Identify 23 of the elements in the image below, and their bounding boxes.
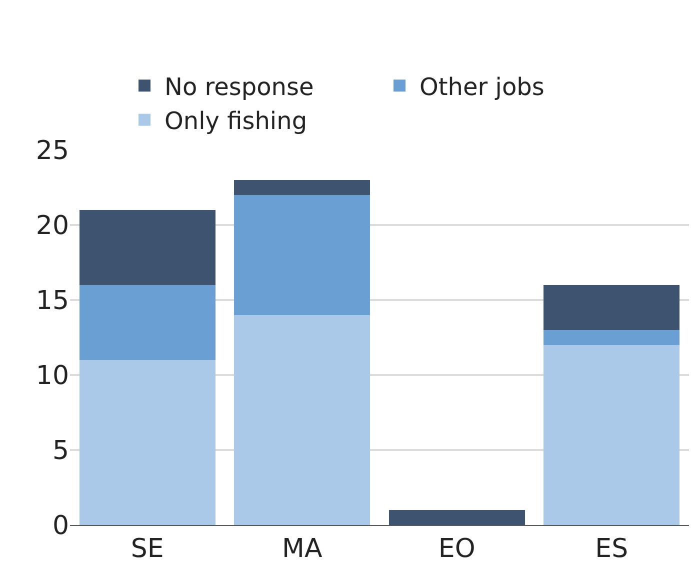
y-tick-label: 25 [36,136,69,166]
y-tick-label: 0 [52,511,69,542]
y-tick-label: 5 [52,436,69,466]
bar [388,510,525,525]
bar [544,285,680,330]
y-tick-label: 10 [36,361,69,392]
bar [79,210,216,285]
legend-label: Other jobs [420,72,544,101]
bar [79,285,216,360]
y-tick-label: 15 [36,286,69,316]
bar [234,315,370,525]
bar [544,330,680,345]
bar [234,180,370,195]
x-tick-label: ES [595,534,628,564]
bar [234,195,370,315]
bar [79,360,216,525]
x-tick-label: SE [130,534,164,564]
bar [544,345,680,525]
legend-label: Only fishing [164,107,308,136]
legend-label: No response [164,72,314,101]
x-tick-label: MA [282,534,322,564]
x-tick-label: EO [438,534,476,564]
y-tick-label: 20 [36,211,69,242]
